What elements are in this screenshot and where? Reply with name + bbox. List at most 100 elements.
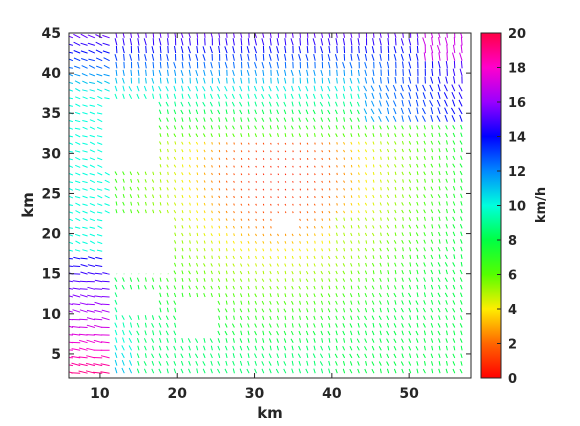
vector-arrow	[174, 240, 177, 244]
vector-arrow	[416, 179, 419, 183]
vector-arrow	[159, 53, 162, 61]
vector-arrow	[386, 322, 390, 328]
vector-arrow	[380, 77, 382, 84]
vector-arrow	[240, 150, 243, 153]
vector-arrow	[232, 77, 235, 84]
vector-arrow	[409, 163, 412, 168]
vector-arrow	[232, 285, 235, 290]
vector-arrow	[254, 33, 257, 38]
vector-arrow	[158, 101, 162, 107]
vector-arrow	[255, 196, 257, 199]
vector-arrow	[430, 171, 434, 176]
vector-arrow	[129, 38, 133, 46]
vector-arrow	[128, 367, 133, 374]
vector-arrow	[365, 225, 368, 229]
vector-arrow	[335, 210, 338, 214]
vector-arrow	[262, 133, 265, 138]
vector-arrow	[446, 361, 448, 366]
vector-arrow	[431, 345, 434, 351]
vector-arrow	[97, 172, 103, 176]
vector-arrow	[327, 315, 331, 321]
vector-arrow	[387, 187, 390, 191]
vector-arrow	[349, 85, 353, 92]
vector-arrow	[122, 277, 125, 282]
vector-arrow	[392, 115, 397, 122]
vector-arrow	[438, 171, 441, 176]
vector-arrow	[372, 217, 375, 221]
vector-arrow	[298, 69, 301, 77]
vector-arrow	[343, 217, 346, 221]
vector-arrow	[380, 232, 382, 237]
vector-arrow	[424, 33, 426, 38]
vector-arrow	[226, 240, 228, 244]
vector-arrow	[349, 345, 353, 351]
vector-arrow	[174, 322, 177, 328]
vector-arrow	[226, 172, 228, 176]
vector-arrow	[269, 133, 272, 138]
vector-arrow	[233, 188, 235, 191]
vector-arrow	[350, 315, 353, 320]
vector-arrow	[122, 171, 125, 176]
vector-arrow	[195, 109, 199, 115]
vector-arrow	[247, 101, 250, 107]
vector-arrow	[313, 180, 316, 183]
vector-arrow	[298, 93, 301, 99]
vector-arrow	[439, 68, 441, 76]
vector-arrow	[350, 157, 353, 160]
vector-arrow	[143, 338, 147, 343]
vector-arrow	[357, 149, 360, 153]
vector-arrow	[174, 232, 177, 237]
vector-arrow	[137, 284, 140, 290]
vector-arrow	[408, 61, 412, 69]
vector-arrow	[387, 156, 390, 160]
vector-arrow	[203, 278, 206, 282]
vector-arrow	[225, 165, 228, 168]
vector-arrow	[261, 263, 265, 267]
vector-arrow	[438, 33, 441, 38]
vector-arrow	[343, 202, 346, 206]
vector-arrow	[254, 93, 257, 99]
vector-arrow	[159, 194, 162, 199]
vector-arrow	[85, 370, 96, 374]
vector-arrow	[400, 107, 404, 115]
vector-arrow	[166, 54, 169, 61]
vector-arrow	[217, 308, 221, 313]
vector-arrow	[393, 315, 397, 320]
vector-arrow	[210, 263, 213, 267]
vector-arrow	[430, 140, 434, 145]
vector-arrow	[74, 188, 81, 191]
vector-arrow	[129, 171, 133, 176]
vector-arrow	[335, 217, 338, 221]
vector-arrow	[202, 285, 206, 290]
vector-arrow	[270, 196, 272, 199]
vector-arrow	[130, 201, 133, 206]
vector-arrow	[69, 150, 74, 153]
vector-arrow	[453, 37, 456, 46]
vector-arrow	[94, 318, 103, 321]
vector-arrow	[299, 300, 301, 305]
vector-arrow	[372, 307, 375, 313]
vector-arrow	[342, 285, 346, 290]
vector-arrow	[137, 315, 140, 320]
vector-arrow	[202, 54, 206, 61]
vector-arrow	[261, 117, 265, 122]
vector-arrow	[159, 148, 162, 153]
vector-arrow	[74, 65, 81, 69]
vector-arrow	[173, 62, 177, 69]
vector-arrow	[224, 308, 228, 313]
vector-arrow	[408, 284, 412, 290]
vector-arrow	[357, 125, 360, 130]
vector-arrow	[407, 84, 412, 92]
vector-arrow	[174, 46, 177, 54]
vector-arrow	[320, 315, 324, 321]
vector-arrow	[438, 163, 441, 168]
vector-arrow	[137, 69, 140, 76]
vector-arrow	[321, 255, 324, 260]
vector-arrow	[188, 368, 191, 374]
vector-arrow	[385, 100, 390, 107]
vector-arrow	[298, 101, 301, 107]
vector-arrow	[166, 307, 169, 313]
vector-arrow	[460, 246, 463, 252]
vector-arrow	[144, 171, 147, 176]
vector-arrow	[159, 307, 162, 313]
